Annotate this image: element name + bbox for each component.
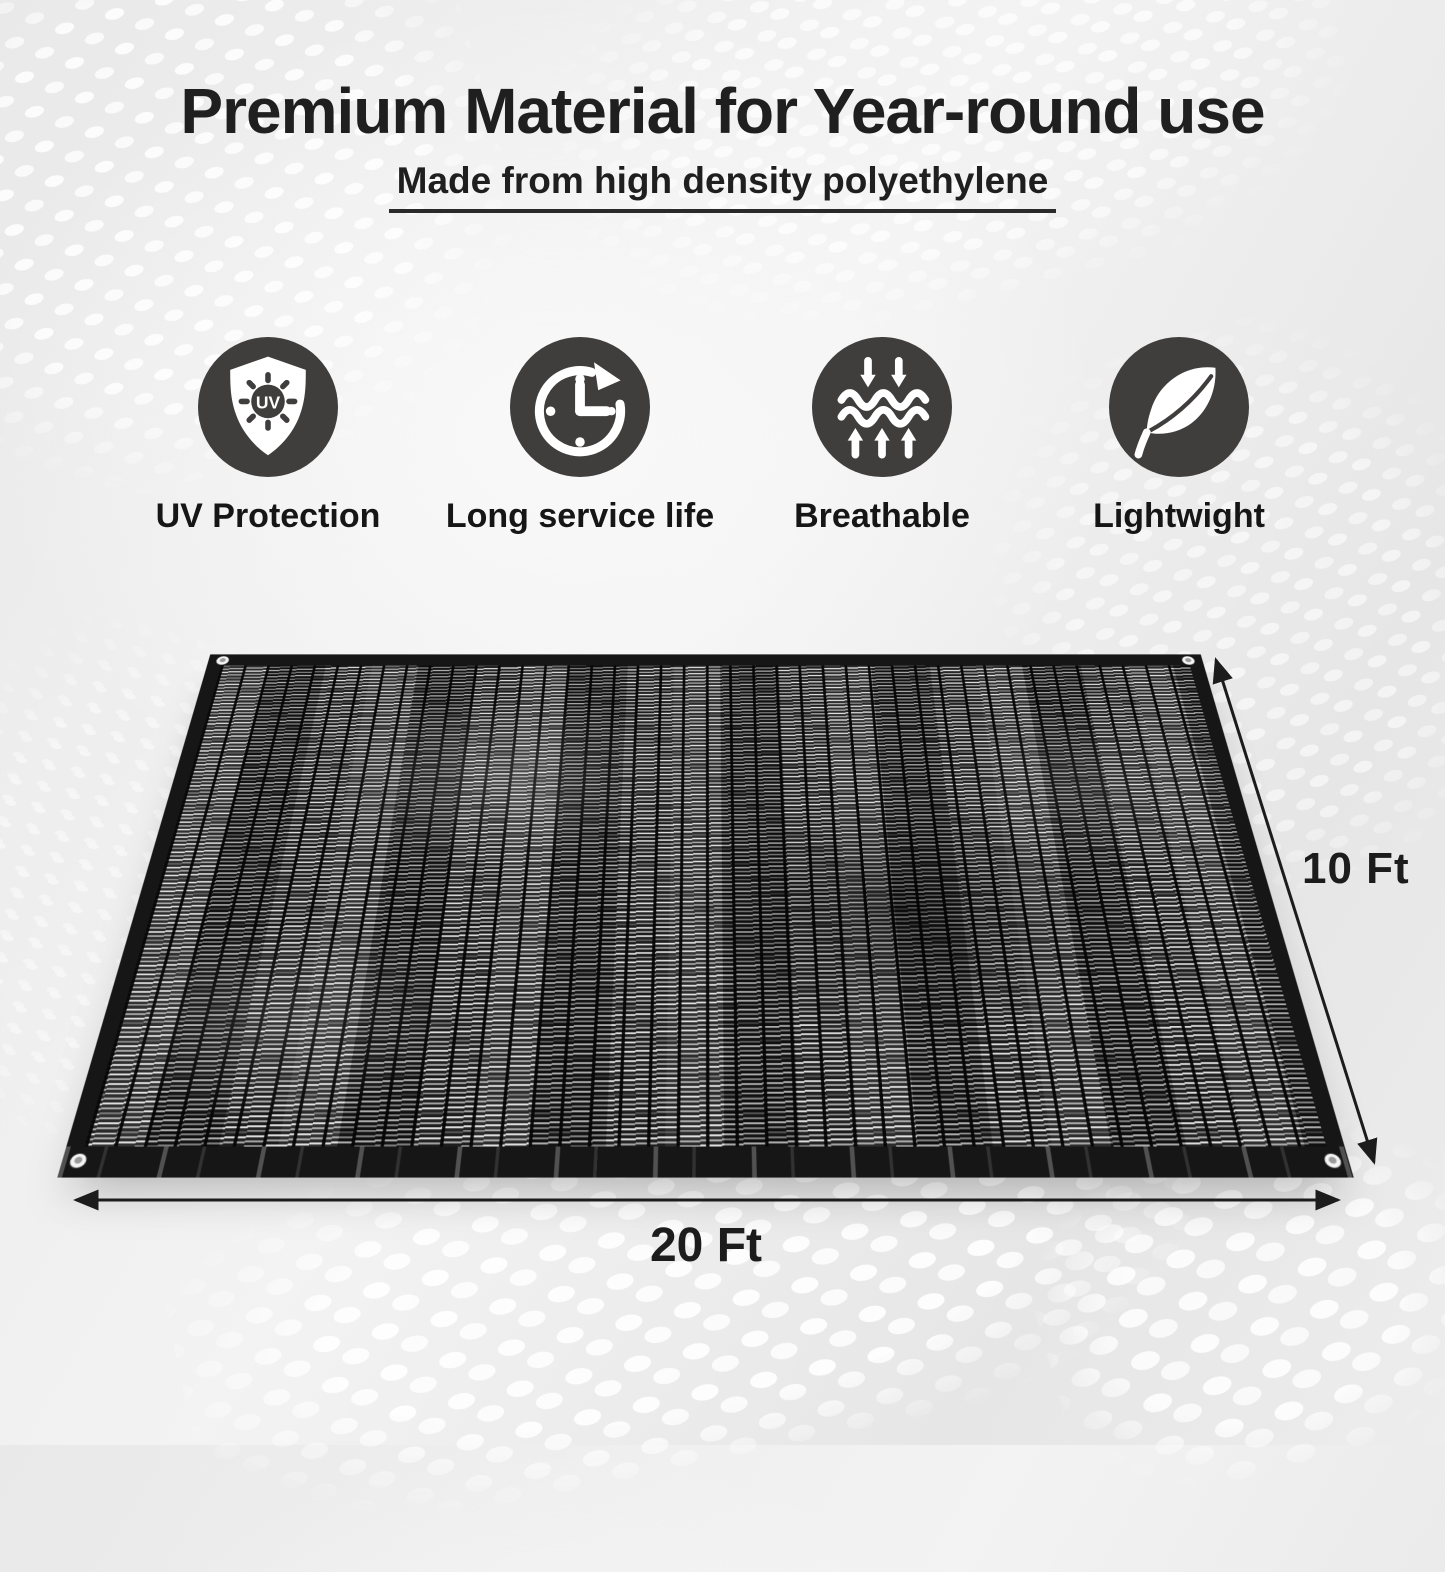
page-title: Premium Material for Year-round use (180, 75, 1265, 147)
page-subtitle: Made from high density polyethylene (388, 160, 1057, 213)
breathable-airflow-icon (837, 356, 930, 459)
feature-icon-circle (510, 337, 650, 477)
feature-label: Breathable (794, 497, 970, 535)
feature-long-service-life: Long service life (430, 337, 730, 536)
feature-label: UV Protection (155, 497, 381, 535)
clock-history-icon (534, 362, 626, 457)
subtitle-wrap: Made from high density polyethylene (0, 160, 1445, 213)
feature-label: Long service life (445, 497, 715, 535)
feature-icon-circle (1109, 337, 1249, 477)
feature-uv-protection: UV UV Protection (118, 337, 418, 536)
shade-cloth-mesh (57, 654, 1354, 1178)
feature-icon-circle: UV (198, 337, 338, 477)
grommet-icon (215, 656, 231, 665)
height-dimension-label: 10 Ft (1302, 844, 1410, 893)
grommet-icon (1180, 656, 1196, 665)
mesh-bottom-tape (57, 1146, 1354, 1178)
mesh-fabric-texture (84, 665, 1327, 1147)
feature-label: Lightwight (1093, 497, 1265, 535)
uv-shield-icon: UV (230, 356, 306, 456)
feather-icon (1134, 367, 1216, 459)
feature-lightweight: Lightwight (1029, 337, 1329, 536)
width-dimension-label: 20 Ft (649, 1219, 763, 1272)
uv-badge: UV (256, 392, 281, 412)
feature-icon-circle (812, 337, 952, 477)
feature-breathable: Breathable (732, 337, 1032, 536)
